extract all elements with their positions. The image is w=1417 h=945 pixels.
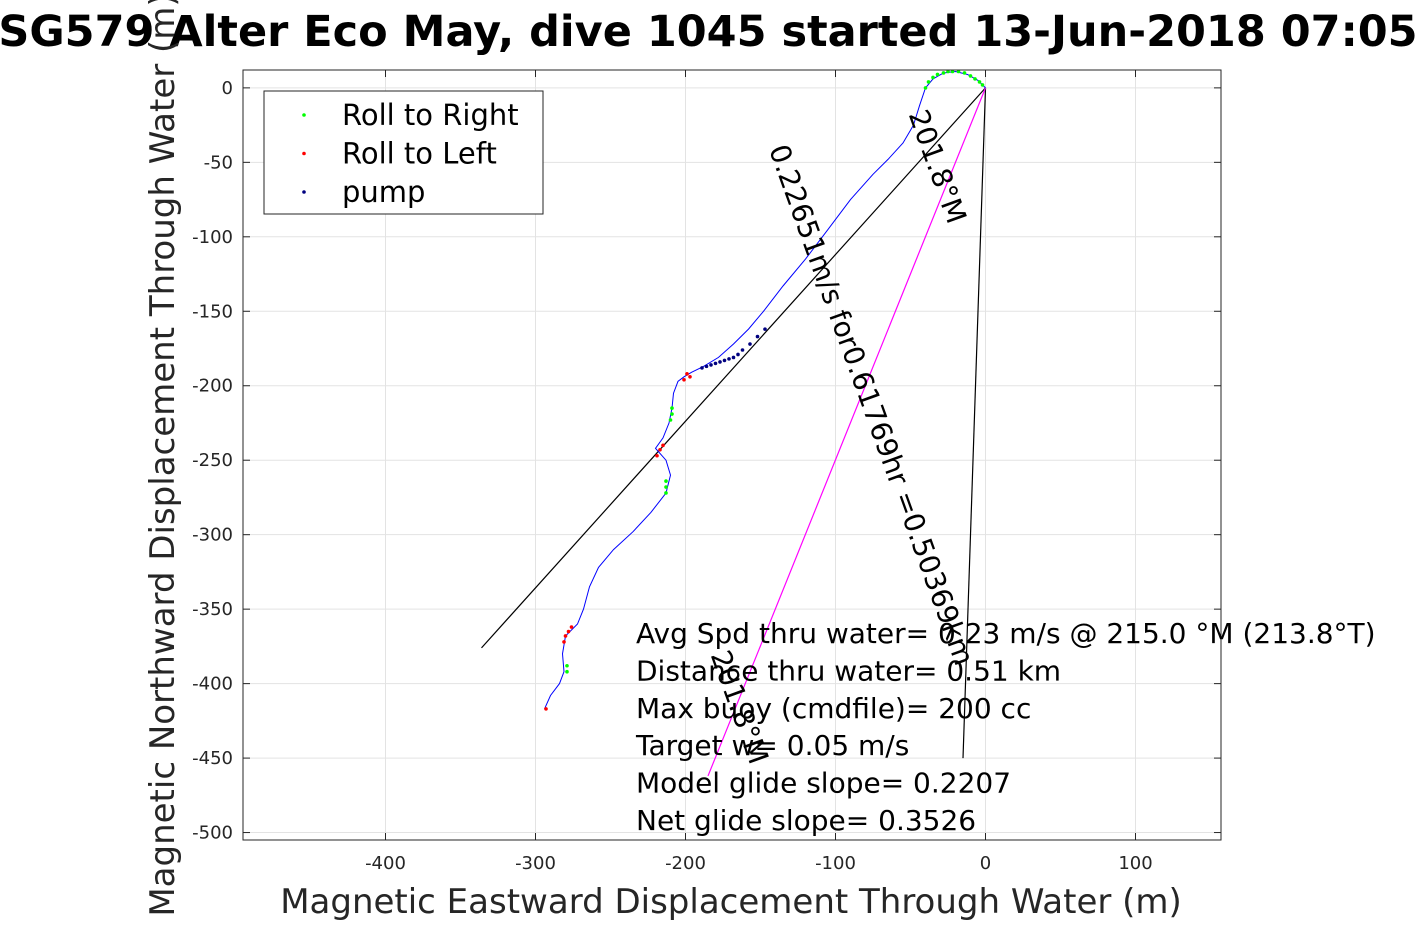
legend-box xyxy=(263,90,544,215)
grid-lines xyxy=(243,70,1221,840)
y-tick-label: -400 xyxy=(192,674,233,695)
x-tick-label: 100 xyxy=(1118,853,1152,874)
track-markers xyxy=(544,69,985,711)
pump-point xyxy=(713,361,718,366)
roll-right-point xyxy=(664,485,668,489)
roll-left-point xyxy=(682,377,686,382)
legend-label: Roll to Right xyxy=(342,98,519,132)
pump-point xyxy=(763,327,767,331)
y-axis-label: Magnetic Northward Displacement Through … xyxy=(143,0,183,917)
roll-left-point xyxy=(655,453,659,458)
pump-point xyxy=(736,352,740,357)
y-tick-label: -300 xyxy=(192,525,233,546)
annotation-line: Model glide slope= 0.2207 xyxy=(636,767,1011,800)
roll-right-point xyxy=(670,412,674,416)
legend-marker xyxy=(302,113,306,117)
legend-label: pump xyxy=(342,175,425,209)
pump-point xyxy=(709,363,713,367)
chart-title: SG579 Alter Eco May, dive 1045 started 1… xyxy=(0,7,1417,57)
roll-right-point xyxy=(956,69,961,74)
y-tick-label: -450 xyxy=(192,748,233,769)
pump-point xyxy=(731,355,736,360)
current-line xyxy=(962,87,987,759)
roll-right-point xyxy=(668,418,673,422)
roll-right-point xyxy=(565,663,569,668)
y-tick-label: -500 xyxy=(192,823,233,844)
roll-left-point xyxy=(563,634,568,638)
heading-line xyxy=(481,87,986,649)
roll-right-point xyxy=(962,71,967,75)
y-tick-label: -350 xyxy=(192,599,233,620)
x-tick-label: -200 xyxy=(665,853,706,874)
pump-point xyxy=(727,357,731,361)
y-tick-label: -250 xyxy=(192,450,233,471)
roll-left-point xyxy=(658,447,662,452)
legend-marker xyxy=(302,190,306,194)
pump-point xyxy=(700,366,704,370)
roll-right-point xyxy=(670,406,674,410)
net-line xyxy=(707,87,987,777)
legend-marker xyxy=(302,151,306,156)
axis-ticks: -400 -300 -200 -100 0 100 0 -50 -100 -150 -200 -250… xyxy=(192,70,1221,874)
roll-left-point xyxy=(569,625,574,629)
roll-right-point xyxy=(946,69,950,74)
y-tick-label: -200 xyxy=(192,376,233,397)
pump-point xyxy=(755,334,760,339)
roll-right-point xyxy=(973,77,977,81)
roll-left-point xyxy=(685,372,689,376)
annotation-line: Avg Spd thru water= 0.23 m/s @ 215.0 °M … xyxy=(636,617,1376,650)
roll-right-point xyxy=(664,491,668,495)
roll-right-point xyxy=(968,74,973,78)
roll-right-point xyxy=(923,86,928,90)
plot-frame xyxy=(242,69,1222,841)
roll-right-point xyxy=(980,83,985,87)
roll-right-point xyxy=(950,69,955,74)
y-tick-label: -150 xyxy=(192,301,233,322)
roll-left-point xyxy=(566,629,571,634)
roll-right-point xyxy=(935,72,940,77)
y-tick-label: 0 xyxy=(222,78,233,99)
pump-point xyxy=(704,364,709,369)
roll-right-point xyxy=(977,80,982,84)
x-tick-label: -100 xyxy=(815,853,856,874)
roll-right-point xyxy=(926,80,931,84)
reference-lines xyxy=(481,87,987,777)
x-tick-label: -400 xyxy=(365,853,406,874)
x-tick-label: 0 xyxy=(980,853,991,874)
annotation-line: Max buoy (cmdfile)= 200 cc xyxy=(636,692,1031,725)
legend: Roll to Right Roll to Left pump xyxy=(263,90,544,215)
roll-right-point xyxy=(565,669,569,674)
dive-track xyxy=(544,70,986,710)
annotations: Avg Spd thru water= 0.23 m/s @ 215.0 °M … xyxy=(635,617,1376,837)
y-tick-label: -100 xyxy=(192,227,233,248)
pump-point xyxy=(740,348,745,352)
pump-point xyxy=(748,342,752,346)
roll-left-point xyxy=(688,375,692,379)
roll-left-point xyxy=(661,443,665,448)
roll-right-point xyxy=(941,71,946,75)
track-line xyxy=(544,70,986,710)
x-axis-label: Magnetic Eastward Displacement Through W… xyxy=(280,882,1182,922)
roll-right-point xyxy=(664,479,668,483)
roll-left-point xyxy=(562,640,566,644)
roll-left-point xyxy=(544,707,548,711)
y-tick-label: -50 xyxy=(204,152,233,173)
annotation-line: Distance thru water= 0.51 km xyxy=(636,654,1061,687)
rotated-label: 201.8°M xyxy=(902,105,973,227)
pump-point xyxy=(722,358,727,363)
roll-right-point xyxy=(931,75,935,80)
x-tick-label: -300 xyxy=(515,853,556,874)
annotation-line: Target w= 0.05 m/s xyxy=(635,729,909,762)
annotation-line: Net glide slope= 0.3526 xyxy=(636,804,976,837)
pump-point xyxy=(718,360,722,364)
legend-label: Roll to Left xyxy=(342,137,497,171)
